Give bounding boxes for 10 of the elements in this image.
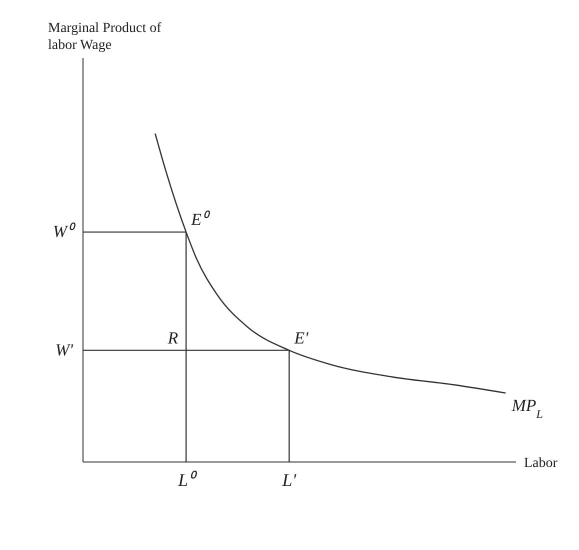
annotation: E⁰ — [190, 210, 210, 230]
text: Marginal Product of labor Wage — [48, 20, 162, 54]
series-label: MP$_{L}$ — [510, 396, 544, 422]
ref-line-label: W' — [55, 340, 74, 360]
ref-line-label: W⁰ — [52, 222, 76, 242]
annotation: E' — [293, 328, 309, 348]
x-axis-title: Labor — [524, 456, 558, 471]
x-tick-label: L' — [281, 470, 298, 490]
x-tick-label: L⁰ — [177, 470, 198, 490]
annotation: R — [166, 328, 179, 348]
